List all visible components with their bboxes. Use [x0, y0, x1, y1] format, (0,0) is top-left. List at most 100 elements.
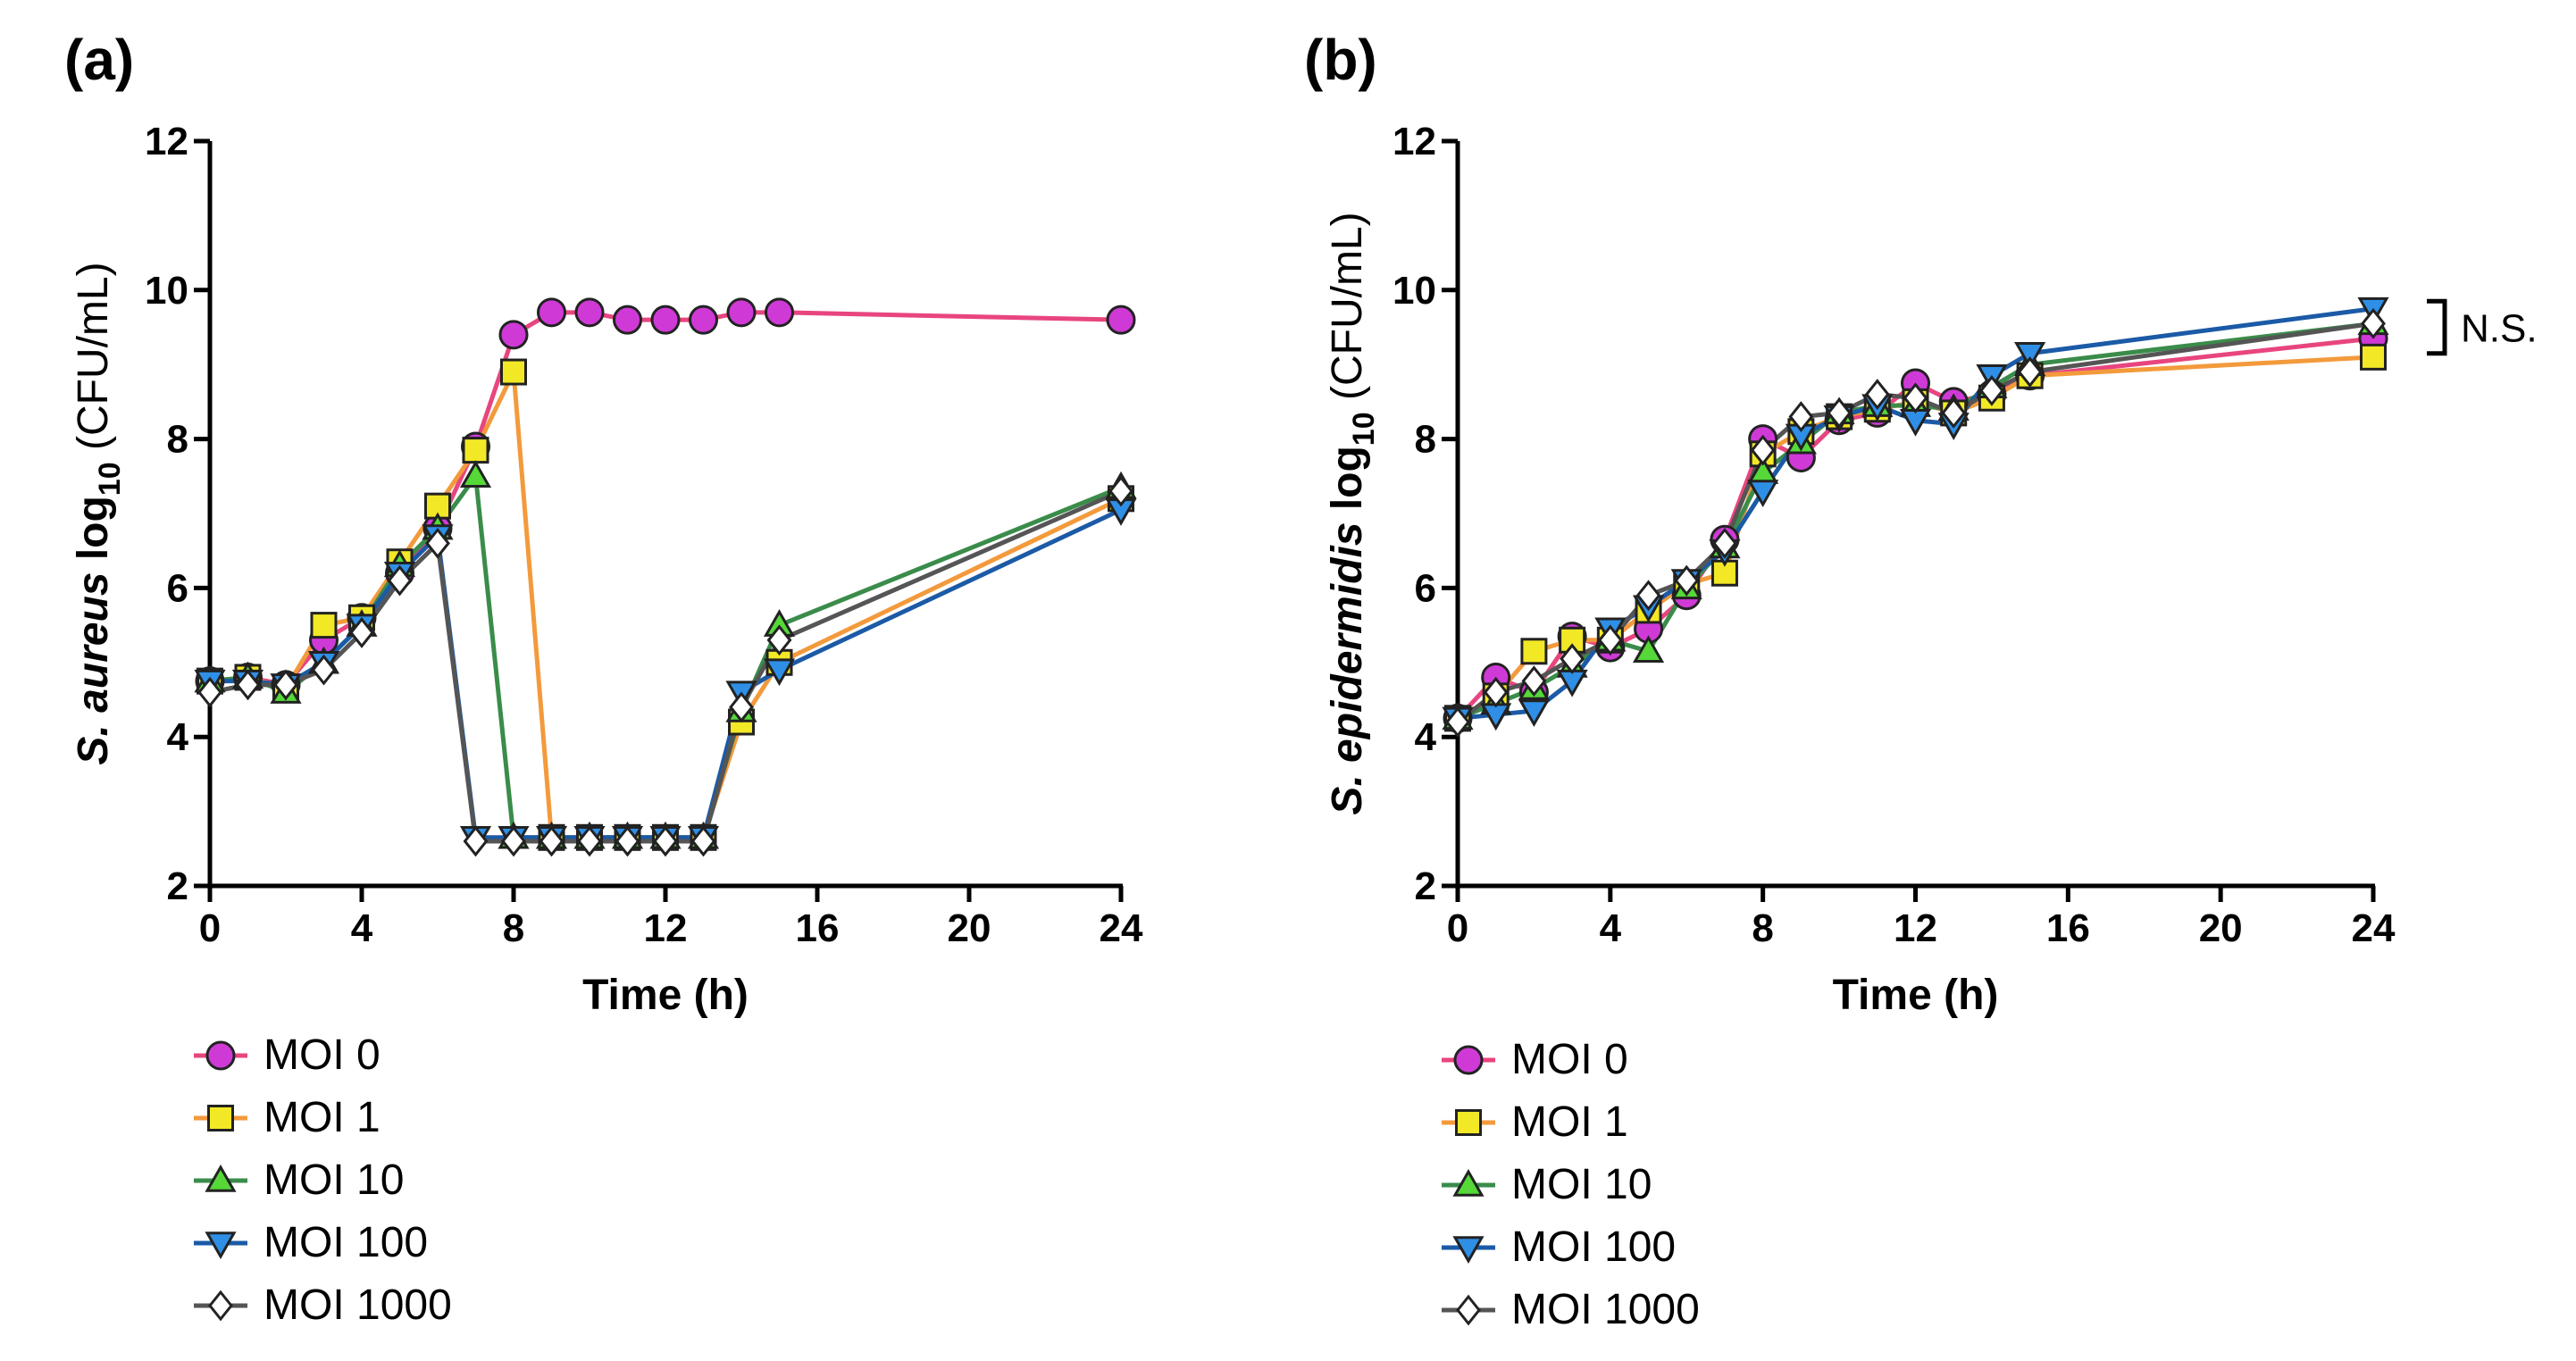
ns-bracket	[2427, 298, 2447, 356]
series-markers-moi-1000	[1445, 307, 2386, 738]
x-axis-title: Time (h)	[1833, 972, 1999, 1019]
data-point	[235, 669, 261, 701]
x-tick-label: 0	[1447, 906, 1468, 950]
data-point	[689, 305, 718, 335]
y-tick-label: 12	[145, 120, 188, 163]
series-markers-moi-100	[194, 498, 1137, 854]
data-point	[1483, 676, 1509, 708]
data-point	[1445, 706, 1470, 738]
y-tick-label: 2	[1415, 864, 1436, 908]
data-point	[2360, 343, 2387, 371]
data-point	[1674, 564, 1700, 597]
y-tick-label: 8	[1415, 418, 1436, 462]
y-tick-label: 4	[1415, 715, 1437, 759]
x-tick-label: 16	[2046, 906, 2090, 950]
x-tick-label: 24	[2352, 906, 2396, 950]
data-point	[650, 305, 681, 335]
data-point	[501, 825, 526, 857]
legend-label: MOI 100	[263, 1219, 429, 1266]
y-axis-organism: S. aureus	[70, 572, 117, 765]
y-axis-space	[1324, 510, 1371, 522]
data-point	[1978, 374, 2004, 406]
legend-swatch	[1442, 1168, 1495, 1197]
y-axis-subscript: 10	[93, 462, 127, 496]
legend-marker	[205, 1040, 236, 1071]
y-axis-space	[1324, 400, 1371, 412]
data-point	[653, 825, 678, 857]
y-tick-label: 2	[167, 864, 188, 908]
data-point	[1750, 434, 1776, 466]
data-point	[1788, 401, 1814, 432]
data-point	[2361, 307, 2386, 339]
data-point	[1560, 643, 1585, 675]
series-line-moi-100	[210, 507, 1123, 840]
x-tick-label: 8	[503, 906, 524, 950]
legend-marker	[1452, 1168, 1485, 1197]
data-point	[690, 825, 716, 857]
y-axis-log: log	[70, 496, 117, 560]
legend-label: MOI 1	[1511, 1098, 1628, 1146]
legend-label: MOI 10	[263, 1156, 405, 1204]
series-line-moi-0	[209, 310, 1122, 688]
y-tick-label: 10	[1393, 269, 1436, 313]
x-tick-label: 24	[1100, 906, 1143, 950]
legend-swatch	[194, 1040, 247, 1071]
legend-swatch	[1442, 1236, 1495, 1265]
data-point	[2017, 356, 2043, 388]
legend-swatch	[194, 1290, 247, 1322]
data-point	[1635, 580, 1661, 612]
y-axis-subscript: 10	[1347, 412, 1381, 446]
ns-annotation: N.S.	[2461, 307, 2538, 351]
y-tick-label: 12	[1393, 120, 1436, 163]
data-point	[1941, 397, 1967, 429]
data-point	[726, 297, 757, 328]
panel-a-label: (a)	[64, 28, 135, 92]
legend-item-moi-1: MOI 1	[1440, 1094, 1797, 1148]
x-tick-label: 20	[948, 906, 991, 950]
legend-marker	[1453, 1045, 1484, 1075]
legend-label: MOI 1	[263, 1094, 381, 1141]
y-axis-unit: (CFU/mL)	[70, 262, 117, 450]
data-point	[766, 624, 792, 656]
data-point	[310, 612, 338, 639]
panel-b-label: (b)	[1304, 28, 1377, 92]
panel-b: (b) 2 4 6 8 10 12 0 4 8 12 16 20 24 Time (h) S. epider…	[1288, 0, 2576, 1361]
data-point	[574, 297, 605, 328]
legend-item-moi-1000: MOI 1000	[1440, 1282, 1797, 1335]
legend-label: MOI 10	[1511, 1161, 1652, 1208]
data-point	[500, 358, 527, 386]
panel-a: (a) 2 4 6 8 10 12 0 4 8 12 16 20 24 Time (h) S. aureus…	[64, 28, 1143, 1329]
y-tick-label: 8	[167, 418, 188, 462]
data-point	[1520, 638, 1548, 665]
legend-item-moi-10: MOI 10	[1440, 1156, 1797, 1210]
y-axis-unit: (CFU/mL)	[1324, 212, 1371, 400]
data-point	[498, 320, 529, 350]
data-point	[1712, 527, 1737, 559]
data-point	[1108, 475, 1133, 507]
data-point	[729, 691, 754, 723]
y-axis-log: log	[1324, 446, 1371, 510]
data-point	[615, 825, 640, 857]
data-point	[1747, 480, 1779, 508]
y-axis-space	[70, 450, 117, 462]
x-tick-label: 12	[1894, 906, 1937, 950]
legend-swatch	[194, 1164, 247, 1192]
series-markers-moi-1	[197, 358, 1134, 851]
legend-marker	[1455, 1109, 1482, 1136]
legend-item-moi-1: MOI 1	[192, 1090, 549, 1143]
data-point	[1518, 699, 1551, 728]
x-tick-label: 4	[351, 906, 373, 950]
data-point	[463, 825, 489, 857]
data-point	[577, 825, 602, 857]
legend-item-moi-0: MOI 0	[192, 1027, 549, 1081]
data-point	[387, 564, 413, 597]
y-tick-label: 6	[167, 566, 188, 610]
data-point	[462, 437, 489, 464]
y-axis-space	[70, 560, 117, 572]
series-markers-moi-1000	[197, 475, 1133, 857]
data-point	[459, 460, 492, 488]
y-tick-label: 6	[1415, 566, 1436, 610]
data-point	[1903, 382, 1928, 414]
